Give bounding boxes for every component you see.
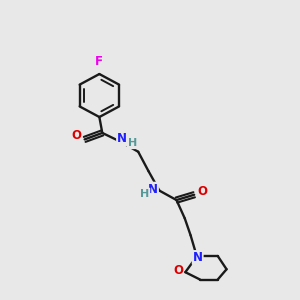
Text: O: O <box>197 185 207 198</box>
Text: N: N <box>148 183 158 196</box>
Text: O: O <box>71 129 81 142</box>
Text: H: H <box>128 138 137 148</box>
Text: N: N <box>117 132 127 145</box>
Text: O: O <box>173 264 183 277</box>
Text: F: F <box>95 55 104 68</box>
Text: H: H <box>140 189 149 199</box>
Text: N: N <box>193 251 203 264</box>
